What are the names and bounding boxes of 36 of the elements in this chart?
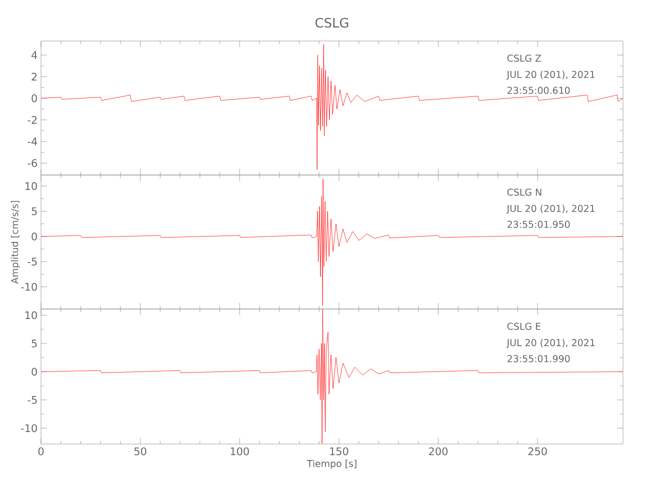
annotation: JUL 20 (201), 2021	[506, 204, 595, 214]
x-tick-label: 250	[528, 447, 547, 456]
line-series	[41, 44, 624, 170]
y-tick-label: -2	[28, 116, 37, 124]
annotation: 23:55:01.990	[507, 355, 570, 362]
y-tick-label: -10	[21, 424, 37, 432]
y-tick-label: -6	[28, 159, 37, 168]
x-tick-label: 50	[134, 447, 146, 456]
y-tick-label: 10	[25, 311, 37, 320]
annotation: CSLG N	[507, 188, 542, 196]
x-axis-title: Tiempo [s]	[306, 460, 356, 469]
y-tick-label: -10	[21, 282, 37, 291]
y-tick-label: -5	[28, 258, 37, 266]
annotation: CSLG E	[507, 322, 540, 330]
x-tick-label: 0	[38, 447, 44, 456]
annotation: JUL 20 (201), 2021	[506, 70, 595, 80]
x-tick-label: 100	[230, 447, 249, 456]
y-tick-label: 0	[32, 368, 37, 376]
y-tick-label: 4	[32, 51, 38, 59]
x-tick-label: 150	[330, 447, 348, 456]
chart-title: CSLG	[315, 18, 348, 28]
y-tick-label: 0	[32, 232, 37, 240]
annotation: 23:55:01.950	[507, 220, 570, 228]
y-tick-label: 10	[25, 182, 37, 190]
y-axis-title: Amplitud [cm/s/s]	[10, 200, 20, 284]
y-tick-label: -4	[28, 138, 38, 146]
x-tick-label: 200	[429, 447, 448, 456]
y-tick-label: -5	[28, 396, 37, 404]
line-series	[41, 178, 624, 306]
annotation: JUL 20 (201), 2021	[506, 338, 595, 348]
annotation: CSLG Z	[507, 54, 542, 62]
y-tick-label: 0	[32, 94, 37, 102]
y-tick-label: 5	[32, 340, 37, 348]
y-tick-label: 5	[32, 207, 37, 216]
annotation: 23:55:00.610	[507, 86, 570, 94]
y-tick-label: 2	[32, 72, 37, 81]
